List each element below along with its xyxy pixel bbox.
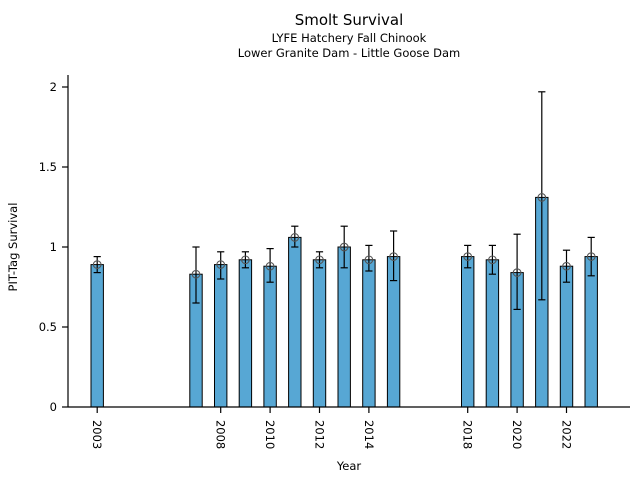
chart-title: Smolt Survival <box>294 11 404 29</box>
y-tick-label-0: 0 <box>50 400 57 414</box>
marker-2008 <box>216 260 226 269</box>
marker-2014 <box>364 255 374 265</box>
bar-2014 <box>362 259 376 408</box>
y-tick-label-1: 1 <box>50 240 57 254</box>
marker-2021 <box>537 193 547 202</box>
marker-2022 <box>562 261 571 271</box>
x-tick-label-2010: 2010 <box>263 420 277 449</box>
x-tick-label-2022: 2022 <box>560 420 574 449</box>
bar-2022 <box>559 265 574 408</box>
bar-2023 <box>584 256 598 408</box>
bar-2013 <box>337 246 351 408</box>
x-tick-label-2012: 2012 <box>313 420 327 449</box>
bar-2010 <box>263 265 277 408</box>
bar-2012 <box>312 259 327 408</box>
x-axis-label: Year <box>336 459 362 473</box>
bar-2018 <box>461 256 475 408</box>
marker-2020 <box>512 268 522 277</box>
x-tick-label-2003: 2003 <box>90 420 104 449</box>
x-tick-label-2020: 2020 <box>510 420 524 449</box>
marker-2015 <box>389 252 398 261</box>
marker-2012 <box>315 255 324 265</box>
bar-2009 <box>238 259 253 408</box>
chart-subtitle-line2: Lower Granite Dam - Little Goose Dam <box>237 46 461 60</box>
marker-2018 <box>463 252 473 261</box>
marker-2007 <box>191 269 201 279</box>
chart-subtitle-line1: LYFE Hatchery Fall Chinook <box>271 31 427 45</box>
y-tick-label-1.5: 1.5 <box>39 160 57 174</box>
y-tick-label-0.5: 0.5 <box>39 320 57 334</box>
bar-2008 <box>214 264 228 408</box>
marker-2010 <box>265 261 275 271</box>
x-tick-label-2008: 2008 <box>214 420 228 449</box>
y-tick-label-2: 2 <box>50 80 57 94</box>
bar-2003 <box>90 264 104 408</box>
marker-2013 <box>339 242 349 252</box>
x-tick-label-2014: 2014 <box>362 420 376 449</box>
x-tick-label-2018: 2018 <box>461 420 475 449</box>
marker-2009 <box>241 255 250 265</box>
bar-2019 <box>485 259 500 408</box>
bar-2011 <box>288 236 302 408</box>
marker-2023 <box>586 252 596 261</box>
marker-2011 <box>290 233 300 242</box>
marker-2019 <box>488 255 497 265</box>
marker-2003 <box>92 260 102 269</box>
